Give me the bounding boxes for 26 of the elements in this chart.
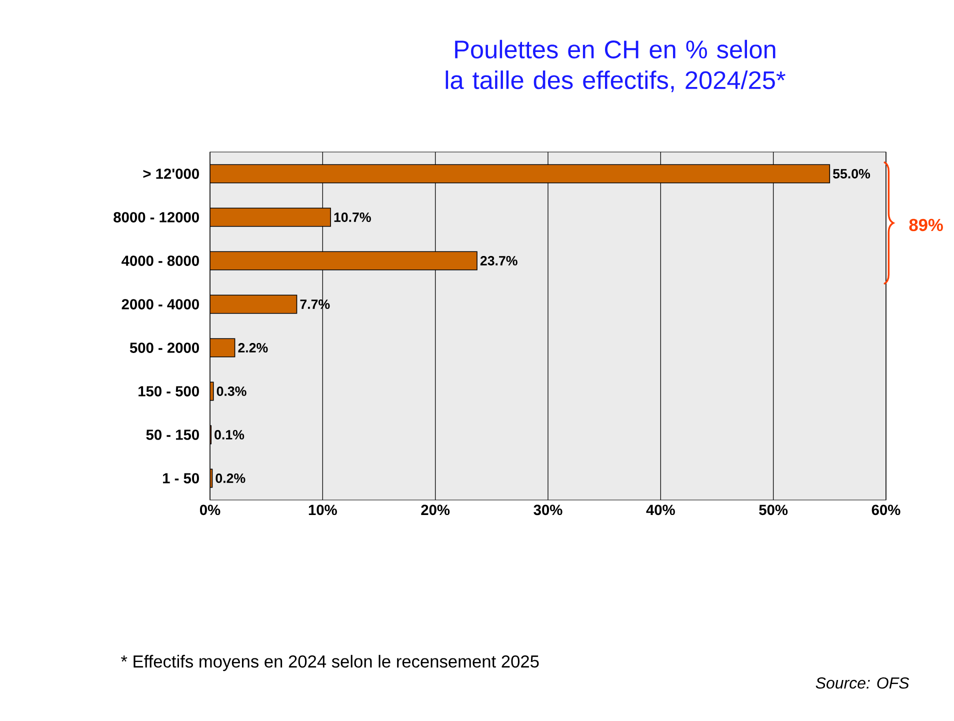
data-label: 23.7% [480,256,518,266]
data-label: 0.2% [216,474,246,483]
data-label: 55.0% [833,169,870,178]
x-tick-label: 60% [872,504,900,516]
y-tick-label: 4000 - 8000 [122,256,199,266]
y-tick-label: 150 - 500 [138,386,199,396]
data-label: 0.3% [216,386,246,396]
y-tick-label: 500 - 2000 [130,342,199,353]
y-tick-label: 1 - 50 [163,473,199,484]
data-label: 0.1% [214,430,244,440]
text: 89% [909,218,943,232]
y-tick-label: 50 - 150 [146,430,199,440]
text: * Effectifs moyens en 2024 selon le recensement 2025 [120,654,539,672]
x-tick-label: 0% [200,504,220,516]
y-tick-label: 8000 - 12000 [114,212,199,222]
x-tick-label: 50% [759,504,788,516]
x-tick-label: 40% [646,504,675,516]
data-label: 10.7% [334,212,371,222]
y-tick-label: > 12'000 [143,168,199,179]
y-tick-label: 2000 - 4000 [122,299,199,310]
source-note: Source: OFS [816,677,910,689]
x-tick-label: 10% [308,504,337,516]
chart-title: Poulettes en CH en % selon la taille des effectifs, 2024/25* [446,40,786,92]
x-tick-label: 30% [534,504,562,516]
x-tick-label: 20% [421,504,450,516]
data-label: 2.2% [238,343,268,352]
